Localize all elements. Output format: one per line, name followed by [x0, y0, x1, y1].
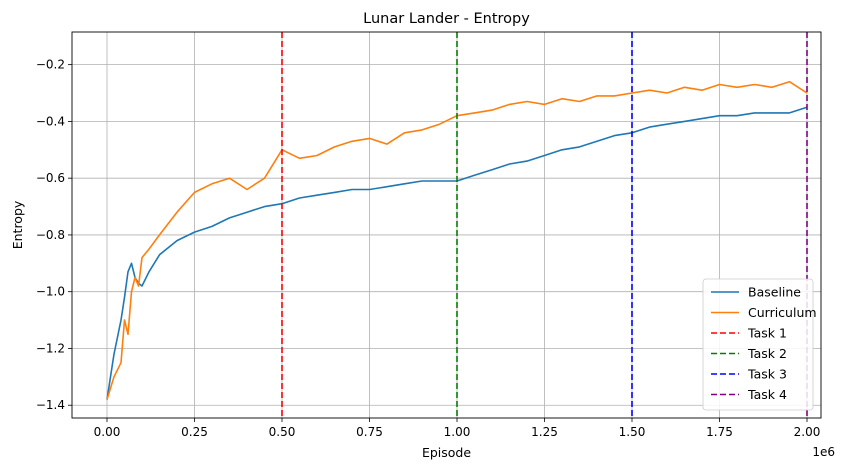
x-tick-label: 1.50 — [619, 425, 646, 439]
x-tick-label: 0.50 — [269, 425, 296, 439]
y-tick-label: −0.4 — [36, 114, 65, 128]
y-tick-label: −0.8 — [36, 228, 65, 242]
x-tick-label: 1.00 — [444, 425, 471, 439]
x-tick-label: 1.75 — [706, 425, 733, 439]
x-tick-label: 0.00 — [94, 425, 121, 439]
legend-label: Task 3 — [747, 367, 787, 382]
x-tick-label: 1.25 — [531, 425, 558, 439]
series-line-baseline — [106, 106, 808, 400]
legend-label: Task 1 — [747, 326, 787, 341]
y-tick-label: −0.6 — [36, 171, 65, 185]
x-tick-label: 2.00 — [794, 425, 821, 439]
y-tick-label: −1.4 — [36, 398, 65, 412]
chart-title: Lunar Lander - Entropy — [363, 11, 530, 27]
y-tick-label: −1.2 — [36, 341, 65, 355]
y-tick-label: −0.2 — [36, 58, 65, 72]
x-axis-label: Episode — [422, 445, 471, 460]
legend-label: Task 4 — [747, 387, 787, 402]
plot-lines — [106, 32, 808, 418]
legend-label: Task 2 — [747, 346, 787, 361]
x-ticks: 0.00 0.25 0.50 0.75 1.00 1.25 1.50 1.75 2.00 — [94, 418, 821, 439]
x-axis-offset-label: 1e6 — [812, 445, 835, 459]
x-tick-label: 0.25 — [181, 425, 208, 439]
x-tick-label: 0.75 — [356, 425, 383, 439]
legend-label: Baseline — [748, 285, 801, 300]
y-axis-label: Entropy — [10, 200, 25, 249]
legend: Baseline Curriculum Task 1 Task 2 Task 3 Task… — [702, 278, 817, 411]
y-ticks: −1.4 −1.2 −1.0 −0.8 −0.6 −0.4 −0.2 — [36, 58, 72, 412]
axes-frame — [71, 31, 822, 419]
series-line-curriculum — [106, 80, 808, 400]
legend-label: Curriculum — [748, 305, 817, 320]
y-tick-label: −1.0 — [36, 285, 65, 299]
